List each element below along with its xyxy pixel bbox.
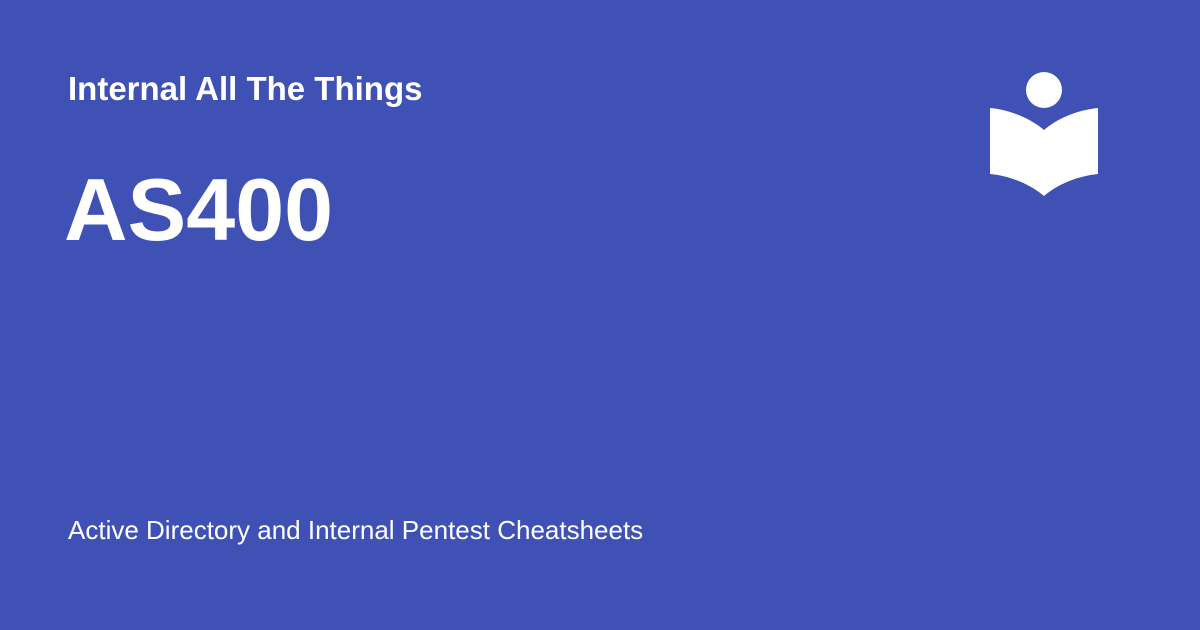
book-reader-icon [990,72,1098,196]
page-description: Active Directory and Internal Pentest Ch… [68,515,644,545]
site-name: Internal All The Things [68,70,423,107]
page-title: AS400 [64,160,334,259]
